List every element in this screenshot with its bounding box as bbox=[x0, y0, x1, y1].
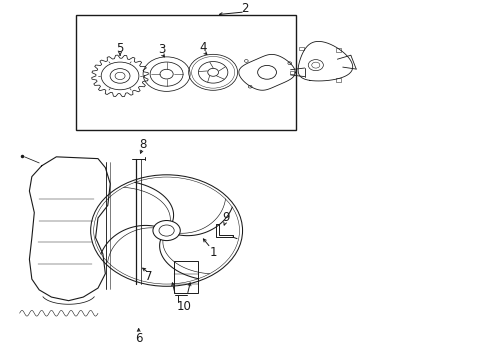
Bar bbox=[174, 261, 198, 293]
Text: 7: 7 bbox=[145, 270, 152, 283]
Text: 6: 6 bbox=[135, 332, 143, 345]
Text: 1: 1 bbox=[209, 246, 217, 258]
Bar bbox=[290, 71, 294, 74]
Text: 4: 4 bbox=[199, 41, 207, 54]
Text: 5: 5 bbox=[116, 42, 124, 55]
Bar bbox=[76, 15, 296, 130]
Text: 3: 3 bbox=[158, 43, 166, 56]
Text: 9: 9 bbox=[222, 211, 230, 224]
Text: 10: 10 bbox=[176, 300, 191, 312]
Text: 8: 8 bbox=[139, 138, 147, 151]
Bar bbox=[336, 78, 341, 82]
Bar bbox=[336, 49, 341, 52]
Bar bbox=[299, 46, 304, 50]
Text: 2: 2 bbox=[241, 2, 249, 15]
